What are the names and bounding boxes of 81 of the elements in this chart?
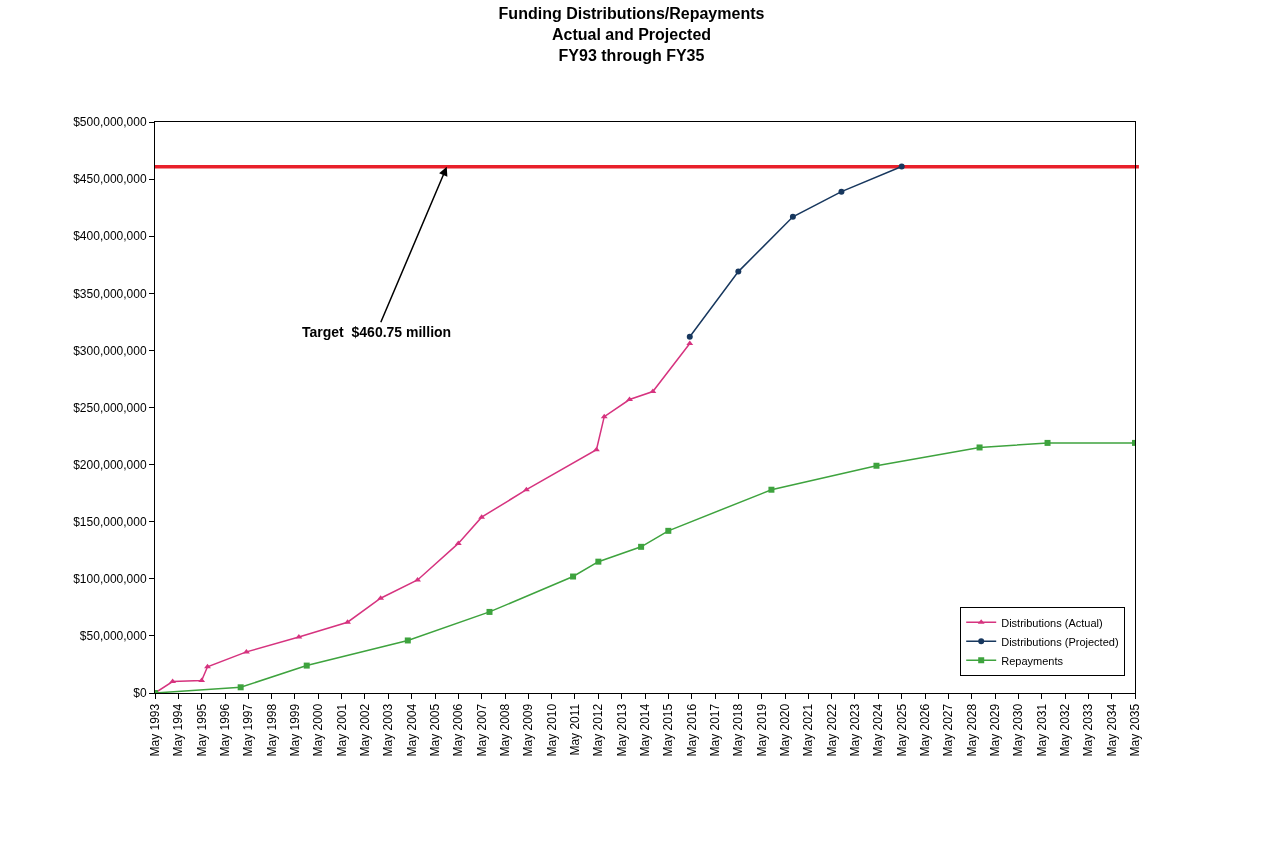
- x-tick-label: May 2033: [1081, 703, 1096, 757]
- point: [237, 684, 244, 691]
- x-tick-label: May 2008: [497, 703, 512, 757]
- legend-label: Distributions (Actual): [1001, 616, 1103, 629]
- point: [595, 558, 602, 565]
- x-tick-label: May 2021: [801, 703, 816, 757]
- x-tick-label: May 2030: [1011, 703, 1026, 757]
- point: [838, 188, 845, 195]
- point: [898, 163, 905, 170]
- x-tick-label: May 2022: [824, 703, 839, 757]
- x-tick-label: May 1994: [171, 703, 186, 757]
- point: [638, 543, 645, 550]
- x-tick-label: May 2020: [777, 703, 792, 757]
- y-tick-label: $350,000,000: [73, 286, 147, 301]
- x-tick-label: May 2002: [357, 703, 372, 757]
- point: [570, 573, 577, 580]
- point: [169, 678, 177, 684]
- point: [686, 333, 693, 340]
- x-tick-label: May 2034: [1104, 703, 1119, 757]
- x-tick-label: May 2023: [847, 703, 862, 757]
- x-tick-label: May 2031: [1034, 703, 1049, 757]
- x-tick-label: May 1998: [264, 703, 279, 757]
- x-tick-label: May 2005: [427, 703, 442, 757]
- x-tick-label: May 2013: [614, 703, 629, 757]
- x-tick-label: May 2004: [404, 703, 419, 757]
- point: [976, 444, 983, 451]
- x-tick-label: May 2024: [871, 703, 886, 757]
- x-tick-label: May 2000: [311, 703, 326, 757]
- x-tick-label: May 2019: [754, 703, 769, 757]
- x-tick-label: May 2009: [521, 703, 536, 757]
- x-tick-label: May 2018: [731, 703, 746, 757]
- x-tick-label: May 1996: [217, 703, 232, 757]
- x-tick-label: May 1997: [241, 703, 256, 757]
- y-tick-label: $200,000,000: [73, 457, 147, 472]
- point: [649, 388, 657, 394]
- legend-label: Distributions (Projected): [1001, 635, 1119, 648]
- line-series: [155, 439, 1135, 693]
- y-tick-label: $300,000,000: [73, 343, 147, 358]
- point: [789, 213, 796, 220]
- x-tick-label: May 2029: [987, 703, 1002, 757]
- x-tick-label: May 2028: [964, 703, 979, 757]
- y-tick-label: $150,000,000: [73, 514, 147, 529]
- x-tick-label: May 2006: [451, 703, 466, 757]
- x-tick-label: May 2012: [591, 703, 606, 757]
- point: [1044, 439, 1051, 446]
- x-tick-label: May 2026: [917, 703, 932, 757]
- x-tick-label: May 2001: [334, 703, 349, 757]
- point: [404, 637, 411, 644]
- x-tick-label: May 2027: [941, 703, 956, 757]
- y-tick-label: $50,000,000: [79, 629, 147, 644]
- x-tick-label: May 2010: [544, 703, 559, 757]
- chart-title: Funding Distributions/Repayments Actual and Projected FY93 through FY35: [498, 5, 765, 64]
- x-tick-label: May 2035: [1127, 703, 1142, 757]
- point: [686, 340, 694, 346]
- x-tick-label: May 1999: [287, 703, 302, 757]
- point: [735, 268, 742, 275]
- y-tick-label: $250,000,000: [73, 400, 147, 415]
- point: [873, 462, 880, 469]
- point: [303, 662, 310, 669]
- x-tick-label: May 1993: [147, 703, 162, 757]
- x-tick-label: May 2014: [637, 703, 652, 757]
- y-tick-label: $500,000,000: [73, 115, 147, 130]
- x-tick-label: May 2017: [707, 703, 722, 757]
- y-tick-label: $100,000,000: [73, 572, 147, 586]
- x-tick-label: May 2015: [661, 703, 676, 757]
- legend-label: Repayments: [1001, 654, 1064, 667]
- annotation: Target $460.75 million: [302, 324, 452, 340]
- x-tick-label: May 2003: [381, 703, 396, 757]
- y-tick-label: $400,000,000: [73, 229, 147, 244]
- x-tick-label: May 1995: [194, 703, 209, 757]
- x-tick-label: May 2016: [684, 703, 699, 757]
- y-tick-label: $450,000,000: [73, 172, 147, 187]
- y-tick-label: $0: [133, 686, 147, 701]
- x-tick-label: May 2007: [474, 703, 489, 757]
- x-tick-label: May 2025: [894, 703, 909, 757]
- point: [626, 396, 633, 402]
- point: [768, 486, 775, 493]
- point: [486, 608, 493, 615]
- x-tick-label: May 2011: [567, 703, 582, 756]
- x-tick-label: May 2032: [1057, 703, 1072, 757]
- point: [665, 527, 672, 534]
